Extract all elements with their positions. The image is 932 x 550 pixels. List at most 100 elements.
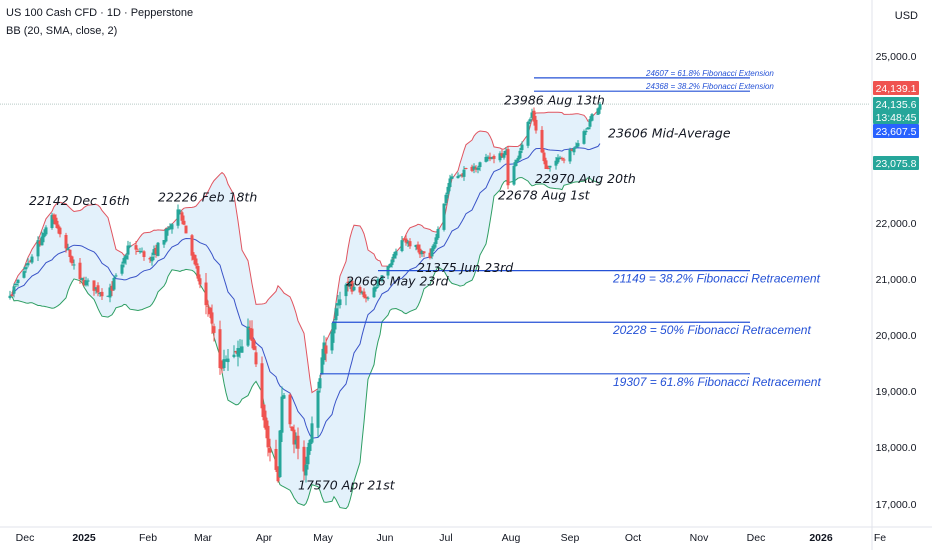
candle-body	[180, 212, 184, 221]
candle-body	[170, 224, 174, 230]
candle	[548, 165, 552, 172]
candle-body	[162, 240, 166, 245]
candle-body	[320, 357, 324, 375]
candle-body	[352, 286, 356, 291]
candle-body	[142, 251, 146, 258]
candle-body	[514, 159, 518, 166]
price-tag-bg	[873, 110, 919, 124]
candle	[10, 291, 14, 297]
candle	[502, 150, 506, 160]
candle-body	[222, 359, 226, 369]
candle	[558, 155, 562, 160]
candle-body	[152, 249, 156, 255]
candle-body	[430, 248, 434, 257]
candle-body	[154, 247, 158, 254]
candle-body	[66, 248, 70, 251]
candle	[590, 113, 594, 122]
candle	[192, 252, 196, 265]
candle-body	[196, 266, 200, 279]
candle-body	[456, 176, 460, 179]
candle-body	[206, 305, 210, 307]
candle-body	[534, 119, 538, 131]
candle-body	[124, 255, 128, 260]
candle	[84, 276, 88, 287]
indicator-legend[interactable]: BB (20, SMA, close, 2)	[6, 25, 118, 37]
candle	[306, 442, 310, 470]
candle	[330, 322, 334, 354]
candle-body	[12, 286, 16, 294]
candle	[338, 291, 342, 309]
candle	[320, 348, 324, 375]
candle	[236, 340, 240, 367]
candle-body	[260, 363, 264, 409]
candle-body	[70, 256, 74, 264]
fibonacci-levels: 24607 = 61.8% Fibonacci Extension 24368 =…	[320, 69, 821, 389]
candle-body	[568, 149, 572, 162]
lower-band	[9, 177, 601, 510]
candle	[596, 107, 600, 115]
candle	[12, 283, 16, 298]
candle	[336, 294, 340, 316]
candle	[66, 243, 70, 251]
price-tag-bg	[873, 81, 919, 95]
candle-body	[540, 129, 544, 153]
candle-body	[8, 295, 12, 299]
candle	[240, 339, 244, 353]
candle	[122, 256, 126, 268]
candle-body	[26, 263, 30, 266]
candle-body	[248, 328, 252, 330]
candle	[568, 147, 572, 164]
candle-body	[346, 281, 350, 283]
candle	[222, 349, 226, 371]
currency-label[interactable]: USD	[894, 10, 918, 22]
price-tag: 24,135.6	[873, 97, 919, 111]
price-tag-bg	[873, 124, 919, 138]
candle	[532, 107, 536, 126]
candle	[372, 285, 376, 298]
candle-body	[458, 175, 462, 177]
fib-label: 24368 = 38.2% Fibonacci Extension	[645, 82, 774, 91]
candle-body	[530, 112, 534, 118]
candle	[24, 263, 28, 273]
candle-body	[490, 157, 494, 159]
candle	[390, 256, 394, 268]
candle	[388, 263, 392, 268]
candle	[274, 439, 278, 473]
candle-body	[68, 249, 72, 257]
candle-body	[418, 248, 422, 255]
candle-body	[518, 150, 522, 159]
candle	[82, 276, 86, 287]
candle	[528, 117, 532, 125]
candle	[498, 151, 502, 163]
candle	[238, 339, 242, 359]
candle	[98, 291, 102, 297]
candle	[570, 148, 574, 152]
candle-body	[380, 275, 384, 280]
candle-body	[224, 359, 228, 361]
candle	[358, 285, 362, 295]
candle-body	[582, 131, 586, 144]
candle	[212, 323, 216, 342]
candle-body	[596, 108, 600, 115]
candle	[162, 239, 166, 248]
candle	[484, 153, 488, 163]
candle-body	[432, 244, 436, 250]
candle-body	[176, 209, 180, 226]
price-tag-bg	[873, 156, 919, 170]
candle-body	[414, 244, 418, 247]
candle-body	[282, 395, 286, 399]
candle-body	[336, 303, 340, 306]
candle	[458, 174, 462, 177]
candle	[500, 149, 504, 159]
candle-body	[290, 426, 294, 431]
candle-body	[308, 439, 312, 452]
candle	[54, 214, 58, 228]
candle-body	[504, 150, 508, 156]
candle	[448, 174, 452, 192]
candle	[406, 239, 410, 247]
candle-body	[268, 448, 272, 453]
candle-body	[52, 214, 56, 220]
candle	[418, 244, 422, 259]
candle	[142, 250, 146, 261]
